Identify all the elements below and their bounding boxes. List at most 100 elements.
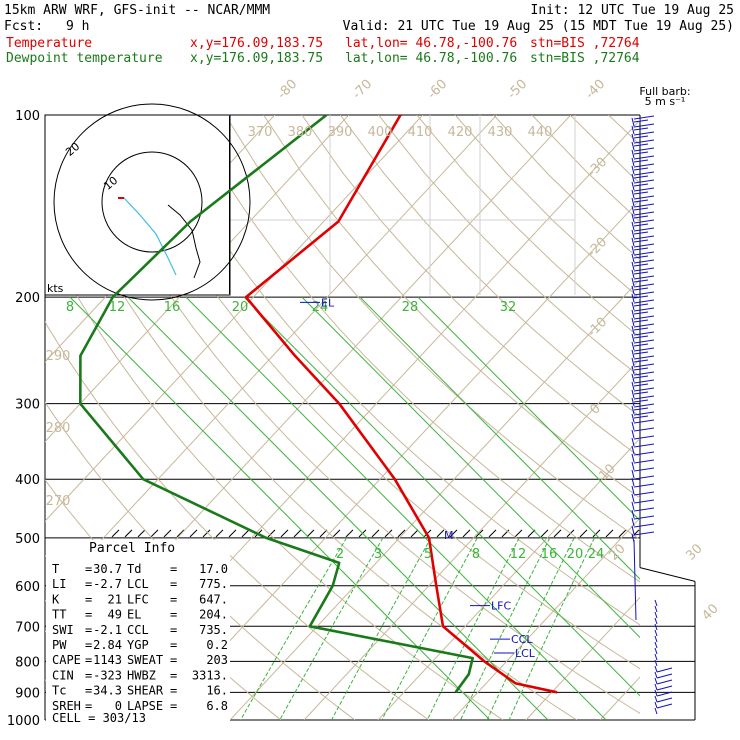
theta-label: 390 (328, 125, 353, 140)
wind-barb-flag (633, 339, 655, 344)
wind-barb-flag (633, 275, 655, 280)
wind-barb-flag (633, 419, 655, 424)
dry-adiabat (608, 115, 640, 146)
dry-adiabat (109, 115, 640, 670)
isotherm-label: -10 (585, 315, 611, 341)
parcel-eq: = (170, 699, 177, 713)
wind-barb-staff (631, 421, 635, 431)
wind-barb-staff (631, 221, 635, 231)
isotherm-line (45, 115, 424, 522)
moist-adiabat-line (127, 296, 549, 720)
mixing-ratio-line (460, 537, 551, 720)
wind-barb-flag (633, 427, 655, 432)
wind-barb-staff (654, 659, 658, 667)
hodograph-ring (53, 103, 251, 301)
mixing-ratio-line (279, 537, 384, 720)
theta-label: 370 (248, 125, 273, 140)
dry-adiabat (263, 115, 640, 499)
wind-barb-flag (633, 115, 655, 120)
right-axis-bend (639, 567, 696, 582)
wind-barb-staff (631, 469, 635, 479)
profiles (79, 115, 558, 694)
pressure-tick-label: 800 (15, 655, 40, 670)
wind-barb-staff (631, 493, 635, 503)
theta-left-label: 270 (46, 494, 71, 509)
wind-barb-staff (631, 525, 635, 535)
wind-barb-flag (633, 355, 655, 360)
isotherm-label: -40 (583, 77, 609, 103)
hatch-mark (605, 529, 614, 538)
wind-barb-flag (633, 219, 655, 224)
wind-barb-flag (633, 231, 649, 235)
dry-adiabat (493, 115, 640, 261)
wind-barb-flag (633, 327, 649, 331)
parcel-cell: CELL = 303/13 (52, 711, 146, 725)
theta-label: 380 (288, 125, 313, 140)
fcst-value: 9 h (66, 19, 89, 34)
wind-barb-flag (633, 291, 655, 296)
dew-stn: stn=BIS ,72764 (530, 51, 640, 66)
hatch-mark (228, 529, 237, 538)
hodograph-unit: kts (47, 282, 64, 295)
hatch-mark (501, 529, 510, 538)
wind-barb-staff (631, 133, 635, 143)
wind-barb-staff (631, 285, 635, 295)
parcel-eq: = (85, 684, 92, 698)
wind-barb-flag (633, 319, 649, 323)
wind-barb-flag (656, 679, 673, 685)
level-marker-M: M (444, 529, 454, 542)
model-title: 15km ARW WRF, GFS-init -- NCAR/MMM (4, 3, 270, 18)
mixing-low-label: 2 (336, 547, 344, 562)
wind-barb-flag (633, 459, 655, 464)
isotherm-line (451, 517, 640, 720)
parcel-key: CIN (52, 668, 74, 682)
dry-adiabat (45, 320, 430, 720)
wind-barb-staff (631, 309, 635, 319)
parcel-key: CCL (127, 623, 149, 637)
hatch-mark (592, 529, 601, 538)
wind-barb-flag (633, 175, 649, 179)
parcel-value: 17.0 (199, 562, 228, 576)
hatch-mark (410, 529, 419, 538)
wind-barb-flag (633, 315, 655, 320)
parcel-value: -323 (93, 668, 122, 682)
level-label-el: EL (321, 296, 335, 309)
wind-barb-staff (631, 237, 635, 247)
wind-barb-staff (631, 517, 635, 527)
hatch-mark (436, 529, 445, 538)
mixing-low-label: 16 (541, 547, 558, 562)
mixing-ratio-line (486, 537, 575, 720)
wind-barb-flag (633, 127, 649, 131)
dry-adiabat (339, 115, 640, 418)
wind-barb-flag (633, 259, 655, 264)
mixing-top-label: 28 (402, 300, 419, 315)
wind-barb-staff (631, 485, 635, 495)
wind-barb-staff (631, 245, 635, 255)
wind-barb-staff (631, 197, 635, 207)
wind-barb-flag (633, 415, 649, 419)
isotherm-line (45, 115, 350, 443)
wind-barb-flag (633, 383, 649, 387)
wind-barb-staff (631, 157, 635, 167)
hatch-mark (202, 529, 211, 538)
theta-label: 430 (488, 125, 513, 140)
wind-barb-flag (633, 147, 655, 152)
dry-adiabat (569, 115, 640, 184)
hatch-mark (579, 529, 588, 538)
parcel-eq: = (85, 638, 92, 652)
wind-barb-staff (654, 599, 658, 607)
parcel-eq: = (85, 623, 92, 637)
hatch-mark (124, 529, 133, 538)
wind-barb-staff (631, 141, 635, 151)
hatch-mark (618, 529, 627, 538)
temperature-profile (244, 115, 558, 694)
wind-barb-flag (633, 515, 655, 520)
hatch-mark (267, 529, 276, 538)
dry-adiabat (45, 235, 504, 720)
temp-series-name: Temperature (6, 36, 92, 51)
wind-barb-staff (654, 605, 658, 613)
background-lines (45, 115, 640, 720)
wind-barb-staff (654, 671, 658, 679)
wind-barb-flag (633, 135, 649, 139)
wind-barb-flag (633, 187, 655, 192)
